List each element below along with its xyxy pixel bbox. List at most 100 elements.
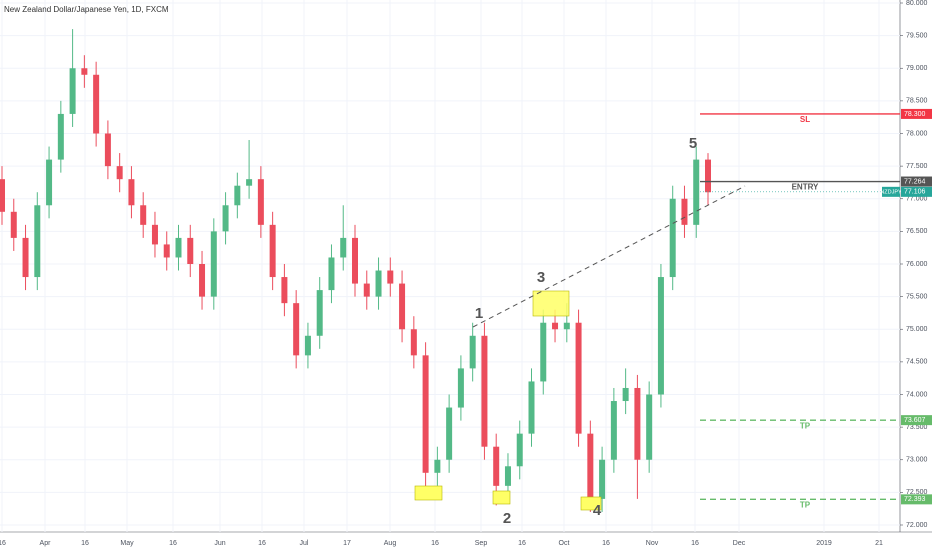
candle-body (693, 159, 700, 225)
price-tag (901, 494, 932, 505)
symbol-tag (882, 186, 900, 197)
x-tick-label: Dec (733, 540, 746, 547)
y-tick-label: 75.500 (906, 293, 928, 300)
candle-body (93, 74, 100, 134)
price-tag (901, 108, 932, 119)
x-tick-label: 17 (343, 540, 351, 547)
y-tick-label: 75.000 (906, 326, 928, 333)
chart-title: New Zealand Dollar/Japanese Yen, 1D, FXC… (4, 5, 169, 14)
price-tag-label: 78.300 (904, 111, 926, 118)
wave-label: 1 (475, 305, 483, 322)
x-tick-label: Oct (559, 540, 570, 547)
x-tick-label: 16 (169, 540, 177, 547)
candle-body (352, 237, 358, 284)
candle-body (705, 159, 711, 193)
wave-label: 2 (503, 510, 511, 527)
candle-body (0, 179, 5, 212)
y-tick-label: 72.000 (906, 522, 928, 529)
candle-body (552, 322, 559, 330)
level-label: SL (800, 115, 810, 124)
candle-body (363, 283, 370, 297)
y-tick-label: 79.500 (906, 32, 928, 39)
highlight-box (492, 490, 511, 505)
price-tag-label: 77.264 (904, 178, 926, 185)
candle-body (446, 407, 453, 460)
y-tick-label: 79.000 (906, 65, 928, 72)
y-tick-label: 78.500 (906, 98, 928, 105)
candle-body (281, 277, 288, 304)
x-tick-label: 21 (875, 540, 883, 547)
candle-body (293, 303, 300, 356)
candle-body (516, 433, 523, 467)
candle-body (587, 433, 594, 499)
price-tag (901, 186, 932, 197)
candle-body (128, 179, 135, 206)
candle-body (328, 257, 335, 291)
y-tick-label: 77.500 (906, 163, 928, 170)
candle-body (116, 166, 123, 180)
y-tick-label: 77.000 (906, 196, 928, 203)
candle-body (234, 185, 241, 206)
candle-body (34, 205, 41, 278)
candle-body (81, 68, 88, 75)
price-tag-label: 73.607 (904, 417, 926, 424)
y-tick-label: 74.000 (906, 391, 928, 398)
x-tick-label: Sep (475, 540, 488, 547)
candle-body (187, 237, 194, 264)
x-tick-label: 2019 (816, 540, 832, 547)
price-tag-label: 72.393 (904, 496, 926, 503)
x-tick-label: Nov (646, 540, 659, 547)
candle-body (69, 68, 76, 114)
candle-body (175, 237, 182, 258)
candle-body (269, 224, 276, 278)
candle-body (469, 335, 476, 369)
candle-body (140, 205, 147, 225)
price-tag (901, 415, 932, 426)
x-tick-label: 16 (602, 540, 610, 547)
y-tick-label: 80.000 (906, 0, 928, 7)
trend-line (472, 185, 746, 328)
highlight-box (580, 496, 602, 511)
y-tick-label: 73.000 (906, 457, 928, 464)
y-tick-label: 73.500 (906, 424, 928, 431)
highlight-box (414, 485, 443, 501)
candle-body (222, 205, 229, 232)
candle-body (646, 394, 653, 460)
candle-body (340, 237, 347, 258)
x-tick-label: 16 (81, 540, 89, 547)
x-tick-label: Aug (384, 540, 397, 547)
x-tick-label: 16 (691, 540, 699, 547)
candle-body (199, 264, 206, 297)
candle-body (634, 387, 641, 460)
y-tick-label: 76.000 (906, 261, 928, 268)
candle-body (10, 211, 17, 238)
x-tick-label: 16 (0, 540, 6, 547)
highlight-box (532, 290, 570, 317)
candle-body (410, 329, 417, 356)
wave-label: 3 (537, 269, 545, 286)
level-label: TP (800, 421, 811, 430)
candle-body (493, 446, 500, 486)
price-tag-label: 77.106 (904, 189, 926, 196)
x-tick-label: Jun (214, 540, 225, 547)
candle-body (481, 335, 488, 447)
candle-body (563, 322, 570, 330)
candle-body (575, 322, 582, 434)
candle-body (46, 159, 53, 206)
candle-body (22, 237, 29, 278)
candle-body (316, 290, 323, 336)
candle-body (610, 401, 617, 460)
y-tick-label: 76.500 (906, 228, 928, 235)
candle-body (210, 231, 217, 297)
candle-body (387, 270, 394, 284)
candle-body (540, 322, 547, 382)
y-tick-label: 78.000 (906, 130, 928, 137)
candle-body (57, 113, 64, 160)
y-tick-label: 72.500 (906, 489, 928, 496)
x-tick-label: 16 (518, 540, 526, 547)
x-tick-label: Apr (40, 540, 52, 547)
candle-body (163, 244, 170, 258)
candle-body (399, 283, 406, 330)
